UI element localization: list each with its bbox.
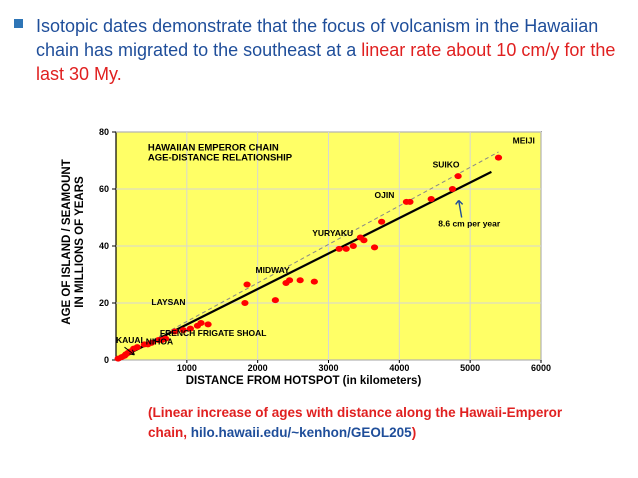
- data-point: [197, 319, 205, 326]
- ytick-label-80: 80: [99, 127, 109, 137]
- point-label-yuryaku: YURYAKU: [312, 228, 353, 238]
- age-distance-chart: AGE OF ISLAND / SEAMOUNT IN MILLIONS OF …: [61, 127, 551, 387]
- y-axis-ticks: 0 20 40 60 80: [99, 127, 116, 365]
- data-point: [204, 321, 212, 328]
- ytick-label-0: 0: [104, 355, 109, 365]
- data-point: [171, 328, 179, 335]
- data-point: [448, 186, 457, 192]
- ylabel-line-2: IN MILLIONS OF YEARS: [74, 176, 86, 308]
- bullet-text-main: Isotopic dates demonstrate that the focu…: [36, 16, 599, 60]
- bullet-square-icon: [14, 19, 23, 28]
- data-point: [179, 327, 187, 334]
- xtick-label-5000: 5000: [460, 363, 480, 373]
- bullet-text: Isotopic dates demonstrate that the focu…: [36, 14, 626, 86]
- data-point: [296, 277, 304, 284]
- point-label-midway: MIDWAY: [256, 265, 290, 275]
- data-point: [335, 245, 343, 252]
- data-point: [285, 277, 294, 284]
- data-point: [271, 297, 279, 304]
- rate-arrow-icon: [455, 199, 464, 218]
- data-point: [310, 278, 318, 285]
- xtick-label-6000: 6000: [531, 363, 551, 373]
- xtick-label-2000: 2000: [248, 363, 268, 373]
- ytick-label-20: 20: [99, 298, 109, 308]
- data-point: [243, 281, 251, 288]
- chart-title-line-1: HAWAIIAN EMPEROR CHAIN: [148, 143, 279, 154]
- data-point: [161, 335, 170, 342]
- caption-text: (Linear increase of ages with distance a…: [148, 405, 563, 440]
- data-point: [454, 173, 462, 180]
- xtick-label-3000: 3000: [318, 363, 338, 373]
- caption-close: ): [411, 425, 417, 440]
- data-point: [342, 245, 350, 252]
- ytick-label-60: 60: [99, 184, 109, 194]
- data-point: [186, 325, 194, 332]
- data-point: [360, 237, 368, 244]
- kauai-arrow-icon: [124, 346, 135, 356]
- xtick-label-1000: 1000: [177, 363, 197, 373]
- point-label-nihoa: NIHOA: [146, 336, 173, 346]
- point-label-laysan: LAYSAN: [151, 297, 185, 307]
- point-label-suiko: SUIKO: [433, 160, 460, 170]
- fit-line: [115, 170, 492, 361]
- data-point: [427, 195, 435, 202]
- data-point: [349, 243, 357, 249]
- xlabel: DISTANCE FROM HOTSPOT (in kilometers): [186, 375, 422, 387]
- rate-annotation: 8.6 cm per year: [438, 219, 501, 229]
- ylabel-line-1: AGE OF ISLAND / SEAMOUNT: [61, 159, 73, 324]
- source-caption: (Linear increase of ages with distance a…: [148, 403, 568, 443]
- point-label-meiji: MEIJI: [513, 135, 535, 145]
- data-point: [147, 339, 156, 346]
- data-point: [378, 218, 386, 225]
- point-label-ojin: OJIN: [375, 190, 395, 200]
- xtick-label-4000: 4000: [389, 363, 409, 373]
- data-point: [370, 244, 379, 251]
- data-point: [494, 154, 503, 161]
- point-label-kauai: KAUAI: [116, 335, 143, 345]
- x-axis-ticks: 1000 2000 3000 4000 5000 6000: [177, 360, 551, 373]
- caption-source-link[interactable]: hilo.hawaii.edu/~kenhon/GEOL205: [190, 425, 412, 440]
- data-point: [133, 344, 141, 351]
- bullet-text-highlight: linear rate about 10 cm/y for the last 3…: [36, 40, 616, 84]
- data-point: [406, 198, 414, 205]
- chart-title-line-2: AGE-DISTANCE RELATIONSHIP: [148, 153, 293, 164]
- data-point: [241, 300, 249, 306]
- dashed-trend-line: [115, 151, 499, 361]
- point-label-french-frigate-shoal: FRENCH FRIGATE SHOAL: [160, 328, 267, 338]
- ytick-label-40: 40: [99, 241, 109, 251]
